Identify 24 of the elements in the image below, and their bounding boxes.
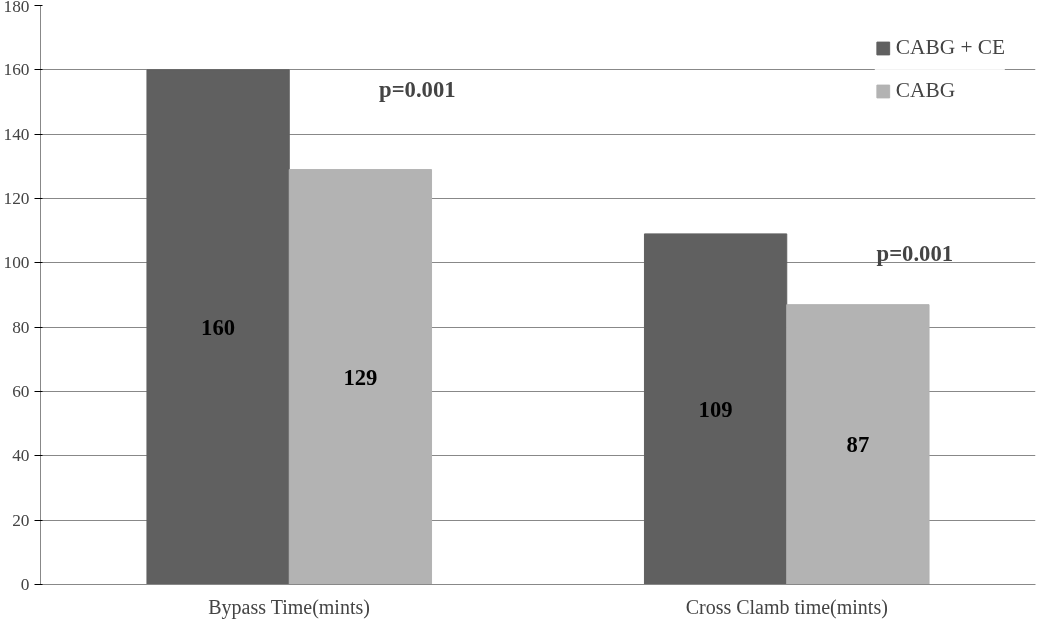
data-label: 109 [698,396,733,422]
data-label: 87 [846,432,870,458]
bar [643,233,788,585]
y-tick-label: 160 [3,60,30,80]
y-tick-label: 20 [12,510,30,530]
data-label: 160 [201,314,236,340]
y-tick-label: 140 [3,124,30,144]
legend-label: CABG [895,78,956,103]
y-tick-label: 100 [3,253,30,273]
legend-label: CABG + CE [895,35,1005,60]
annotation: p=0.001 [379,77,456,103]
y-tick-label: 120 [3,189,30,208]
annotation: p=0.001 [876,241,954,267]
bar [288,169,433,585]
y-tick-label: 40 [12,446,30,466]
y-tick-label: 180 [3,0,30,16]
data-label: 129 [343,364,378,390]
y-tick-label: 60 [12,382,30,401]
y-tick-label: 0 [20,575,30,594]
bar [146,69,290,585]
x-tick-label: Bypass Time(mints) [208,595,370,619]
bar [786,304,930,585]
y-tick-label: 80 [12,317,30,337]
x-tick-label: Cross Clamb time(mints) [685,595,888,619]
